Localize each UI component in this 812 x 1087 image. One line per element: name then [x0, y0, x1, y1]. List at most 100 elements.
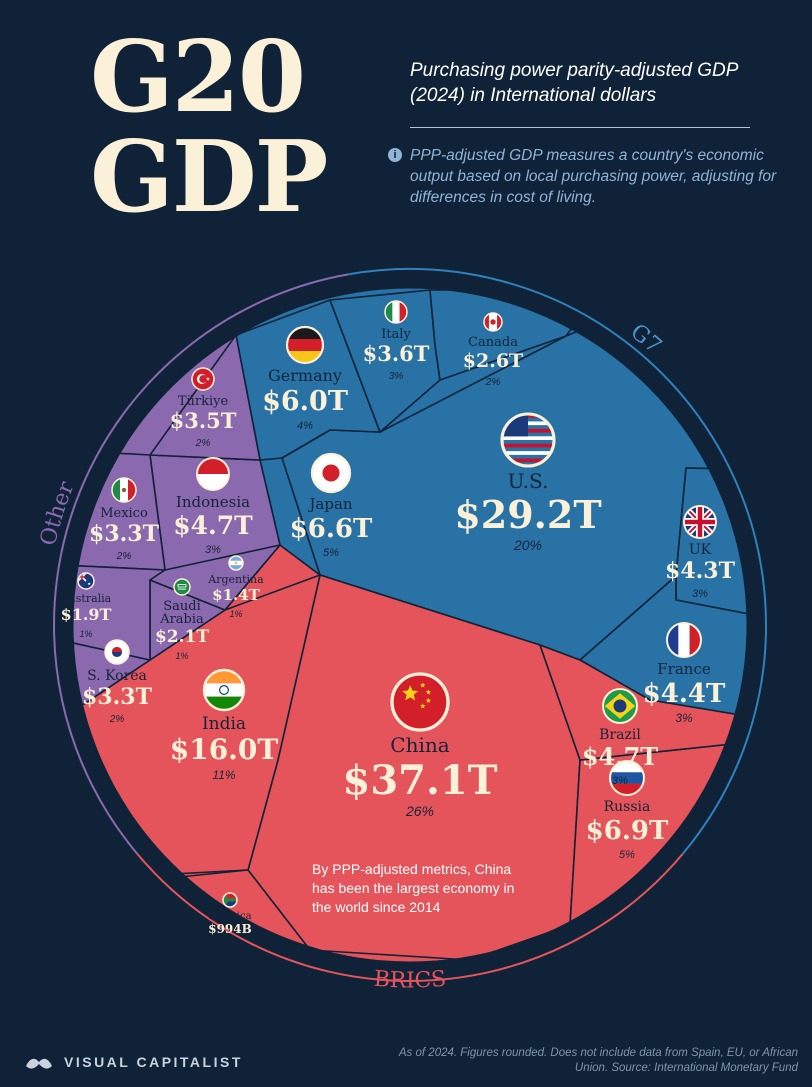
- label-indonesia-share: 3%: [205, 544, 221, 556]
- uk-flag-icon: [683, 505, 717, 539]
- india-flag-icon: [202, 668, 246, 712]
- label-saudi-arabia-value: $2.1T: [155, 627, 209, 647]
- label-indonesia: Indonesia$4.7T 3%: [173, 457, 253, 556]
- label-s-korea: S. Korea$3.3T 2%: [82, 639, 153, 725]
- label-china-name: China: [390, 733, 449, 757]
- label-russia-name: Russia: [604, 799, 651, 815]
- label-australia-share: 1%: [79, 629, 92, 639]
- cell-brazil: [539, 644, 748, 761]
- label-t-rkiye-value: $3.5T: [170, 408, 237, 433]
- label-russia-share: 5%: [619, 849, 635, 861]
- saudi-arabia-flag-icon: [173, 578, 191, 596]
- title-line-2: GDP: [90, 120, 328, 235]
- cell-t-rkiye: [149, 334, 261, 461]
- canada-flag-icon: [483, 312, 503, 332]
- label-russia: Russia$6.9T 5%: [586, 759, 669, 861]
- label-saudi-arabia-share: 1%: [175, 651, 188, 661]
- label-japan-share: 5%: [323, 547, 339, 559]
- label-canada-value: $2.6T: [463, 350, 523, 372]
- label-s-africa-value: $994B: [208, 922, 252, 936]
- label-brazil-value: $4.7T: [582, 742, 658, 771]
- label-mexico: Mexico$3.3T 2%: [89, 477, 160, 562]
- label-s-korea-share: 2%: [109, 714, 125, 725]
- label-china-share: 26%: [405, 803, 434, 819]
- label-italy-share: 3%: [389, 371, 404, 382]
- label-canada-share: 2%: [485, 377, 501, 388]
- us-flag-icon: [500, 412, 556, 468]
- label-saudi-arabia-name: Arabia: [159, 612, 204, 627]
- label-indonesia-value: $4.7T: [173, 511, 253, 540]
- label-u-s-name: U.S.: [508, 469, 549, 493]
- label-uk: UK$4.3T 3%: [665, 505, 736, 600]
- label-t-rkiye-name: Türkiye: [178, 394, 229, 409]
- mexico-flag-icon: [111, 477, 137, 503]
- g7-bracket-arc-right: [638, 351, 767, 855]
- cells-group: [72, 287, 748, 963]
- label-s-africa: S. Africa$994B 1%: [208, 892, 252, 950]
- label-france-name: France: [657, 660, 711, 678]
- info-icon: i: [388, 148, 402, 162]
- label-s-korea-value: $3.3T: [82, 684, 153, 710]
- label-uk-share: 3%: [692, 588, 708, 600]
- cell-argentina: [149, 544, 281, 611]
- label-germany-share: 4%: [297, 420, 313, 432]
- chart-outline: [70, 285, 750, 965]
- brazil-flag-icon: [601, 687, 639, 725]
- china-flag-icon: [390, 672, 450, 732]
- label-italy-name: Italy: [381, 327, 411, 342]
- label-brazil-name: Brazil: [599, 727, 641, 743]
- label-t-rkiye-share: 2%: [195, 438, 211, 449]
- title-line-1: G20: [90, 20, 306, 135]
- label-russia-value: $6.9T: [586, 816, 669, 846]
- g7-bracket-arc: [348, 267, 640, 354]
- label-u-s-share: 20%: [513, 537, 542, 553]
- label-t-rkiye: Türkiye$3.5T 2%: [170, 367, 237, 449]
- turkiye-flag-icon: [191, 367, 215, 391]
- label-india: India$16.0T 11%: [170, 668, 278, 782]
- label-australia-value: $1.9T: [61, 605, 112, 624]
- label-japan: Japan$6.6T 5%: [290, 452, 373, 559]
- label-india-name: India: [202, 714, 246, 734]
- label-italy: Italy$3.6T 3%: [363, 300, 430, 382]
- label-france-share: 3%: [675, 711, 693, 725]
- south-africa-flag-icon: [222, 892, 238, 908]
- label-germany: Germany$6.0T 4%: [262, 325, 348, 432]
- south-korea-flag-icon: [104, 639, 130, 665]
- label-canada-name: Canada: [468, 335, 518, 350]
- china-annotation: By PPP-adjusted metrics, China has been t…: [312, 861, 514, 915]
- japan-flag-icon: [310, 452, 352, 494]
- label-mexico-name: Mexico: [100, 506, 148, 521]
- label-u-s-value: $29.2T: [454, 492, 601, 537]
- label-china-value: $37.1T: [342, 757, 497, 804]
- brand-name: VISUAL CAPITALIST: [64, 1054, 243, 1070]
- chart-subtitle: Purchasing power parity-adjusted GDP (20…: [410, 60, 738, 106]
- australia-flag-icon: [77, 572, 95, 590]
- info-text: PPP-adjusted GDP measures a country's ec…: [410, 147, 777, 206]
- label-saudi-arabia-name: Saudi: [163, 599, 201, 614]
- label-italy-value: $3.6T: [363, 341, 430, 366]
- label-s-africa-share: 1%: [225, 943, 235, 950]
- group-label-g7: G7: [625, 319, 666, 359]
- label-canada: Canada$2.6T 2%: [463, 312, 523, 388]
- label-argentina-value: $1.4T: [212, 586, 261, 604]
- label-uk-name: UK: [689, 542, 712, 558]
- italy-flag-icon: [384, 300, 408, 324]
- label-france: France$4.4T 3%: [643, 621, 726, 725]
- label-mexico-share: 2%: [116, 551, 132, 562]
- label-japan-name: Japan: [307, 495, 353, 513]
- label-indonesia-name: Indonesia: [176, 493, 250, 511]
- france-flag-icon: [665, 621, 703, 659]
- label-argentina: Argentina$1.4T 1%: [207, 555, 264, 619]
- label-brazil: Brazil$4.7T 3%: [582, 687, 658, 787]
- other-bracket-arc: [53, 273, 349, 855]
- label-s-korea-name: S. Korea: [87, 668, 147, 684]
- brics-bracket-arc: [136, 853, 684, 982]
- germany-flag-icon: [285, 325, 325, 365]
- label-germany-value: $6.0T: [262, 386, 348, 417]
- label-mexico-value: $3.3T: [89, 521, 160, 547]
- label-s-africa-name: S. Africa: [208, 911, 251, 922]
- group-label-brics: BRICS: [373, 967, 447, 994]
- indonesia-flag-icon: [196, 457, 230, 491]
